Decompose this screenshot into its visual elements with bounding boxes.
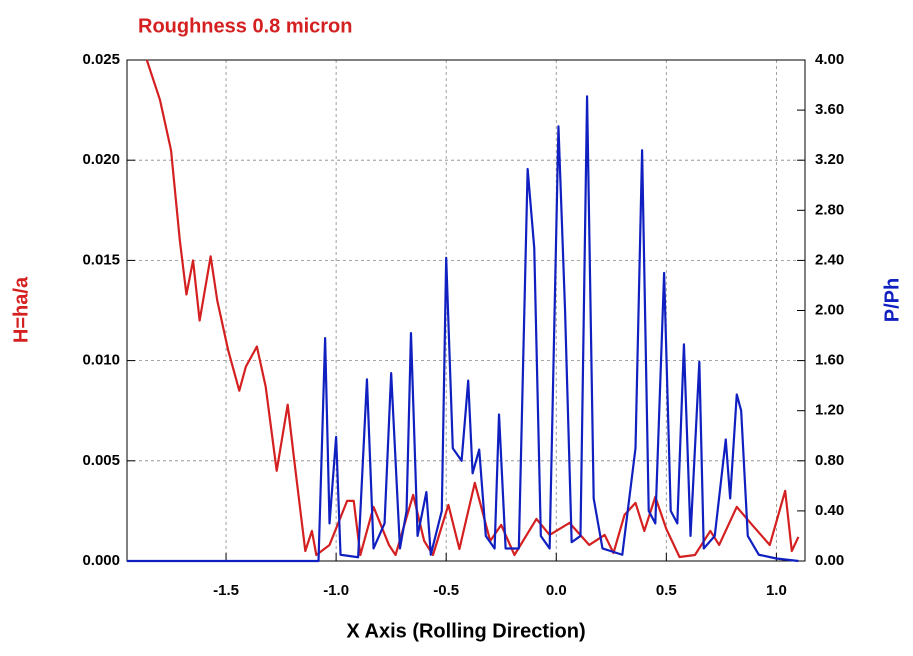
line-series (145, 59, 800, 559)
y2-axis-label: P/Ph (881, 278, 903, 322)
y-tick-label: 0.000 (82, 552, 120, 569)
y2-tick-label: 1.20 (815, 402, 844, 419)
x-tick-label: 1.0 (766, 582, 787, 599)
y-tick-label: 0.005 (82, 452, 120, 469)
x-tick-label: -1.0 (323, 582, 349, 599)
y-tick-label: 0.010 (82, 352, 120, 369)
x-tick-label: 0.0 (546, 582, 567, 599)
y2-tick-label: 1.60 (815, 352, 844, 369)
y2-tick-label: 0.40 (815, 502, 844, 519)
y2-tick-label: 4.00 (815, 51, 844, 68)
y2-tick-label: 0.00 (815, 552, 844, 569)
y-axis-label: H=ha/a (10, 276, 32, 343)
y2-tick-label: 3.20 (815, 151, 844, 168)
x-tick-label: -0.5 (433, 582, 459, 599)
y2-tick-label: 2.40 (815, 251, 844, 268)
chart-title: Roughness 0.8 micron (138, 15, 353, 37)
y-tick-label: 0.025 (82, 51, 120, 68)
y2-tick-label: 2.80 (815, 201, 844, 218)
y2-tick-label: 3.60 (815, 101, 844, 118)
x-tick-label: -1.5 (213, 582, 239, 599)
x-tick-label: 0.5 (656, 582, 677, 599)
y-tick-label: 0.015 (82, 251, 120, 268)
line-series (127, 95, 799, 563)
y-tick-label: 0.020 (82, 151, 120, 168)
y2-tick-label: 2.00 (815, 301, 844, 318)
y2-tick-label: 0.80 (815, 452, 844, 469)
x-axis-label: X Axis (Rolling Direction) (346, 620, 585, 642)
plot-frame (126, 59, 806, 562)
